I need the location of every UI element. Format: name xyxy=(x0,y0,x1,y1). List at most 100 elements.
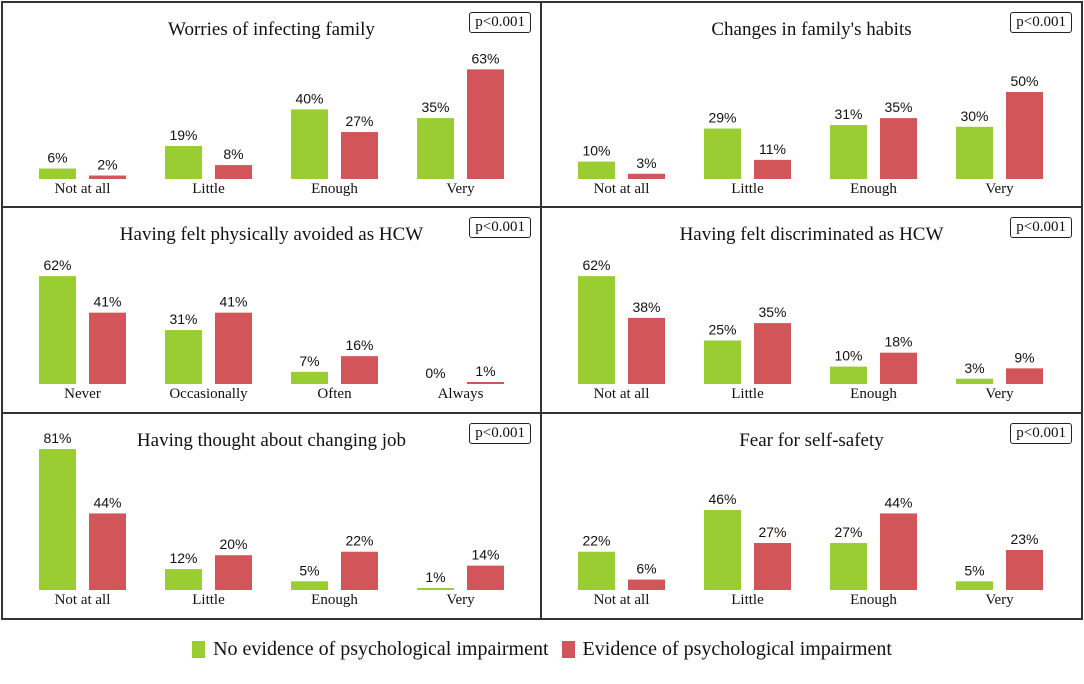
category-label-little: Little xyxy=(192,592,225,608)
data-label-not-at-all-no-impairment: 81% xyxy=(43,430,71,446)
bar-not-at-all-impairment xyxy=(628,579,665,590)
bar-chart: 22% 6% Not at all 46% 27% Little 27% 44% Enough 5… xyxy=(578,491,1043,608)
bar-little-impairment xyxy=(754,323,791,384)
bar-enough-no-impairment xyxy=(830,125,867,179)
bar-little-impairment xyxy=(215,555,252,590)
data-label-little-impairment: 11% xyxy=(759,141,786,157)
category-label-enough: Enough xyxy=(850,181,897,197)
bar-chart: 10% 3% Not at all 29% 11% Little 31% 35% Enough 3… xyxy=(578,73,1043,197)
data-label-often-no-impairment: 7% xyxy=(299,353,319,369)
category-label-little: Little xyxy=(731,181,764,197)
bar-very-no-impairment xyxy=(417,588,454,590)
bar-not-at-all-no-impairment xyxy=(578,551,615,590)
bar-not-at-all-no-impairment xyxy=(39,168,76,179)
data-label-not-at-all-no-impairment: 62% xyxy=(582,257,610,273)
bar-often-impairment xyxy=(341,356,378,384)
panel-fear-for-self-safety: Fear for self-safety p<0.001 22% 6% Not at… xyxy=(540,412,1083,620)
category-label-enough: Enough xyxy=(850,386,897,402)
data-label-not-at-all-impairment: 38% xyxy=(632,299,660,315)
bar-enough-impairment xyxy=(341,551,378,590)
bar-very-impairment xyxy=(467,565,504,590)
data-label-very-impairment: 9% xyxy=(1014,349,1034,365)
data-label-not-at-all-no-impairment: 6% xyxy=(47,150,67,166)
data-label-often-impairment: 16% xyxy=(345,337,373,353)
p-value-badge: p<0.001 xyxy=(469,423,531,444)
bar-not-at-all-no-impairment xyxy=(39,449,76,590)
data-label-never-no-impairment: 62% xyxy=(43,257,71,273)
category-label-very: Very xyxy=(446,181,475,197)
bar-little-no-impairment xyxy=(165,145,202,179)
legend-item-impairment: Evidence of psychological impairment xyxy=(561,638,892,661)
data-label-always-no-impairment: 0% xyxy=(425,365,445,381)
category-label-little: Little xyxy=(731,592,764,608)
bar-little-impairment xyxy=(754,543,791,590)
legend-item-no-impairment: No evidence of psychological impairment xyxy=(192,638,549,661)
bar-not-at-all-no-impairment xyxy=(578,276,615,384)
data-label-little-no-impairment: 46% xyxy=(708,491,736,507)
data-label-enough-no-impairment: 40% xyxy=(295,90,323,106)
category-label-little: Little xyxy=(731,386,764,402)
legend-label: No evidence of psychological impairment xyxy=(213,638,549,660)
category-label-not-at-all: Not at all xyxy=(594,592,650,608)
data-label-very-no-impairment: 5% xyxy=(964,562,984,578)
bar-enough-no-impairment xyxy=(830,543,867,590)
data-label-little-impairment: 27% xyxy=(758,524,786,540)
panel-changes-in-family-habits: Changes in family's habits p<0.001 10% 3%… xyxy=(540,1,1083,208)
data-label-always-impairment: 1% xyxy=(475,363,495,379)
panel-title: Having felt discriminated as HCW xyxy=(679,224,944,245)
bar-very-no-impairment xyxy=(956,581,993,590)
bar-not-at-all-no-impairment xyxy=(578,161,615,179)
data-label-enough-impairment: 27% xyxy=(345,113,373,129)
category-label-always: Always xyxy=(438,386,484,402)
p-value-badge: p<0.001 xyxy=(469,217,531,238)
data-label-little-no-impairment: 29% xyxy=(708,110,736,126)
data-label-enough-impairment: 35% xyxy=(884,99,912,115)
bar-enough-no-impairment xyxy=(291,109,328,179)
bar-little-no-impairment xyxy=(704,128,741,179)
bar-not-at-all-impairment xyxy=(628,173,665,179)
bar-little-no-impairment xyxy=(704,340,741,384)
panel-physically-avoided: Having felt physically avoided as HCW p<… xyxy=(1,206,542,414)
bar-enough-impairment xyxy=(341,132,378,179)
p-value-badge: p<0.001 xyxy=(1010,423,1072,444)
p-value-badge: p<0.001 xyxy=(469,12,531,33)
data-label-enough-no-impairment: 5% xyxy=(299,562,319,578)
category-label-very: Very xyxy=(985,592,1014,608)
data-label-very-impairment: 14% xyxy=(471,547,499,563)
category-label-enough: Enough xyxy=(850,592,897,608)
panel-title: Changes in family's habits xyxy=(711,19,912,40)
category-label-enough: Enough xyxy=(311,181,358,197)
category-label-enough: Enough xyxy=(311,592,358,608)
legend-swatch-red xyxy=(561,641,575,658)
data-label-not-at-all-impairment: 2% xyxy=(97,157,117,173)
data-label-not-at-all-impairment: 44% xyxy=(93,494,121,510)
category-label-not-at-all: Not at all xyxy=(594,386,650,402)
category-label-never: Never xyxy=(64,386,101,402)
bar-very-no-impairment xyxy=(417,118,454,179)
bar-very-impairment xyxy=(467,69,504,179)
legend: No evidence of psychological impairment … xyxy=(0,638,1084,664)
panel-title: Having thought about changing job xyxy=(136,430,407,451)
panel-worries-of-infecting-family: Worries of infecting family p<0.001 6% 2%… xyxy=(1,1,542,208)
panel-title: Having felt physically avoided as HCW xyxy=(119,224,424,245)
category-label-not-at-all: Not at all xyxy=(594,181,650,197)
data-label-little-impairment: 20% xyxy=(219,536,247,552)
bar-chart: 62% 38% Not at all 25% 35% Little 10% 18% Enough… xyxy=(578,257,1043,402)
bar-little-impairment xyxy=(215,165,252,179)
bar-little-no-impairment xyxy=(704,509,741,590)
data-label-very-no-impairment: 3% xyxy=(964,360,984,376)
data-label-little-no-impairment: 12% xyxy=(169,550,197,566)
bar-never-no-impairment xyxy=(39,276,76,384)
data-label-little-impairment: 8% xyxy=(223,146,243,162)
data-label-not-at-all-impairment: 6% xyxy=(636,561,656,577)
panel-title: Worries of infecting family xyxy=(168,19,375,40)
bar-enough-impairment xyxy=(880,352,917,384)
chart-grid: Worries of infecting family p<0.001 6% 2%… xyxy=(1,1,1083,620)
data-label-enough-impairment: 22% xyxy=(345,533,373,549)
category-label-occasionally: Occasionally xyxy=(169,386,248,402)
bar-very-impairment xyxy=(1006,368,1043,384)
data-label-little-no-impairment: 19% xyxy=(169,127,197,143)
category-label-very: Very xyxy=(985,386,1014,402)
data-label-occasionally-no-impairment: 31% xyxy=(169,311,197,327)
legend-label: Evidence of psychological impairment xyxy=(582,638,892,660)
